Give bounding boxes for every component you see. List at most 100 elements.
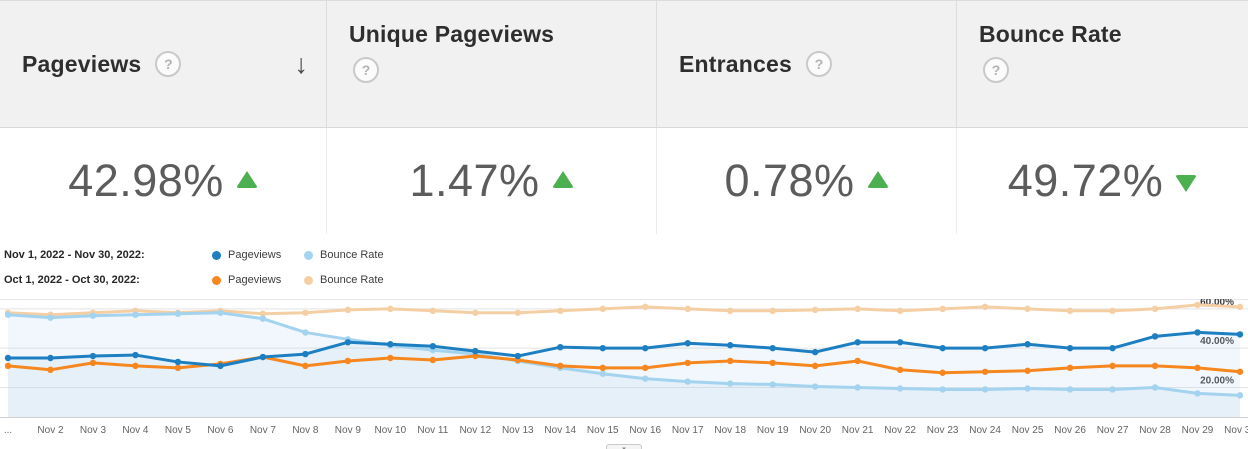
- data-point-pageviews-nov-1-2022-nov-30-2022[interactable]: [472, 347, 479, 355]
- data-point-pageviews-nov-1-2022-nov-30-2022[interactable]: [642, 344, 649, 352]
- data-point-pageviews-nov-1-2022-nov-30-2022[interactable]: [1151, 333, 1159, 340]
- data-point-pageviews-oct-1-2022-oct-30-2022[interactable]: [642, 364, 649, 372]
- data-point-pageviews-oct-1-2022-oct-30-2022[interactable]: [1066, 364, 1074, 372]
- data-point-pageviews-oct-1-2022-oct-30-2022[interactable]: [1194, 364, 1201, 372]
- data-point-pageviews-nov-1-2022-nov-30-2022[interactable]: [259, 353, 267, 361]
- data-point-pageviews-oct-1-2022-oct-30-2022[interactable]: [132, 362, 139, 370]
- data-point-bounce-rate-nov-1-2022-nov-30-2022[interactable]: [1024, 385, 1031, 392]
- data-point-bounce-rate-oct-1-2022-oct-30-2022[interactable]: [939, 305, 946, 313]
- data-point-bounce-rate-oct-1-2022-oct-30-2022[interactable]: [896, 307, 904, 314]
- data-point-pageviews-nov-1-2022-nov-30-2022[interactable]: [896, 339, 904, 346]
- data-point-pageviews-oct-1-2022-oct-30-2022[interactable]: [557, 362, 564, 370]
- data-point-pageviews-nov-1-2022-nov-30-2022[interactable]: [727, 342, 734, 349]
- data-point-pageviews-nov-1-2022-nov-30-2022[interactable]: [1024, 341, 1031, 348]
- data-point-pageviews-nov-1-2022-nov-30-2022[interactable]: [1109, 344, 1116, 352]
- data-point-bounce-rate-nov-1-2022-nov-30-2022[interactable]: [896, 385, 904, 392]
- data-point-bounce-rate-nov-1-2022-nov-30-2022[interactable]: [302, 329, 309, 336]
- data-point-pageviews-oct-1-2022-oct-30-2022[interactable]: [981, 368, 989, 375]
- data-point-pageviews-oct-1-2022-oct-30-2022[interactable]: [344, 357, 352, 365]
- data-point-pageviews-nov-1-2022-nov-30-2022[interactable]: [939, 344, 946, 352]
- data-point-bounce-rate-nov-1-2022-nov-30-2022[interactable]: [769, 381, 776, 388]
- data-point-bounce-rate-oct-1-2022-oct-30-2022[interactable]: [1066, 307, 1074, 314]
- data-point-pageviews-nov-1-2022-nov-30-2022[interactable]: [132, 351, 139, 359]
- data-point-bounce-rate-nov-1-2022-nov-30-2022[interactable]: [727, 380, 734, 387]
- data-point-pageviews-oct-1-2022-oct-30-2022[interactable]: [939, 369, 946, 376]
- data-point-bounce-rate-nov-1-2022-nov-30-2022[interactable]: [1109, 386, 1116, 393]
- series-line-bounce-rate-oct-1-2022-oct-30-2022[interactable]: [6, 303, 1242, 317]
- series-line-pageviews-nov-1-2022-nov-30-2022[interactable]: [6, 330, 1242, 368]
- data-point-bounce-rate-nov-1-2022-nov-30-2022[interactable]: [217, 309, 224, 316]
- data-point-pageviews-oct-1-2022-oct-30-2022[interactable]: [1109, 362, 1116, 370]
- data-point-pageviews-oct-1-2022-oct-30-2022[interactable]: [1024, 367, 1031, 374]
- data-point-bounce-rate-oct-1-2022-oct-30-2022[interactable]: [429, 307, 437, 314]
- data-point-pageviews-nov-1-2022-nov-30-2022[interactable]: [769, 344, 776, 352]
- data-point-bounce-rate-nov-1-2022-nov-30-2022[interactable]: [259, 315, 267, 322]
- metric-header-bounce-rate[interactable]: Bounce Rate?: [956, 1, 1248, 127]
- data-point-pageviews-oct-1-2022-oct-30-2022[interactable]: [896, 366, 904, 373]
- metric-header-unique-pageviews[interactable]: Unique Pageviews?: [326, 1, 656, 127]
- data-point-bounce-rate-nov-1-2022-nov-30-2022[interactable]: [811, 383, 819, 390]
- data-point-pageviews-nov-1-2022-nov-30-2022[interactable]: [811, 348, 819, 356]
- data-point-bounce-rate-oct-1-2022-oct-30-2022[interactable]: [344, 306, 352, 314]
- data-point-bounce-rate-oct-1-2022-oct-30-2022[interactable]: [769, 307, 776, 314]
- data-point-bounce-rate-nov-1-2022-nov-30-2022[interactable]: [1236, 392, 1244, 399]
- data-point-bounce-rate-oct-1-2022-oct-30-2022[interactable]: [981, 303, 989, 311]
- data-point-pageviews-oct-1-2022-oct-30-2022[interactable]: [599, 364, 606, 372]
- data-point-pageviews-nov-1-2022-nov-30-2022[interactable]: [1194, 329, 1201, 336]
- data-point-pageviews-nov-1-2022-nov-30-2022[interactable]: [1236, 331, 1244, 338]
- data-point-bounce-rate-oct-1-2022-oct-30-2022[interactable]: [1024, 305, 1031, 313]
- data-point-bounce-rate-oct-1-2022-oct-30-2022[interactable]: [302, 309, 309, 316]
- data-point-pageviews-nov-1-2022-nov-30-2022[interactable]: [217, 362, 224, 370]
- data-point-pageviews-oct-1-2022-oct-30-2022[interactable]: [174, 364, 182, 372]
- data-point-pageviews-nov-1-2022-nov-30-2022[interactable]: [89, 352, 97, 360]
- data-point-pageviews-nov-1-2022-nov-30-2022[interactable]: [854, 339, 861, 346]
- data-point-pageviews-nov-1-2022-nov-30-2022[interactable]: [514, 352, 521, 360]
- sort-descending-icon[interactable]: ↓: [294, 48, 309, 79]
- data-point-bounce-rate-oct-1-2022-oct-30-2022[interactable]: [1151, 305, 1159, 313]
- data-point-bounce-rate-nov-1-2022-nov-30-2022[interactable]: [854, 384, 861, 391]
- chart-collapse-handle[interactable]: ▾: [606, 444, 642, 449]
- data-point-pageviews-oct-1-2022-oct-30-2022[interactable]: [769, 359, 776, 367]
- data-point-bounce-rate-nov-1-2022-nov-30-2022[interactable]: [599, 370, 606, 377]
- data-point-bounce-rate-oct-1-2022-oct-30-2022[interactable]: [599, 305, 606, 313]
- data-point-bounce-rate-nov-1-2022-nov-30-2022[interactable]: [1194, 390, 1201, 397]
- data-point-bounce-rate-oct-1-2022-oct-30-2022[interactable]: [854, 305, 861, 313]
- data-point-pageviews-nov-1-2022-nov-30-2022[interactable]: [557, 343, 564, 351]
- data-point-bounce-rate-oct-1-2022-oct-30-2022[interactable]: [387, 305, 394, 313]
- data-point-bounce-rate-oct-1-2022-oct-30-2022[interactable]: [557, 307, 564, 314]
- data-point-bounce-rate-oct-1-2022-oct-30-2022[interactable]: [642, 303, 649, 311]
- series-line-bounce-rate-nov-1-2022-nov-30-2022[interactable]: [6, 311, 1242, 397]
- help-icon[interactable]: ?: [353, 57, 379, 83]
- data-point-bounce-rate-nov-1-2022-nov-30-2022[interactable]: [642, 375, 649, 382]
- data-point-pageviews-oct-1-2022-oct-30-2022[interactable]: [47, 366, 54, 373]
- data-point-pageviews-oct-1-2022-oct-30-2022[interactable]: [4, 362, 12, 370]
- data-point-bounce-rate-oct-1-2022-oct-30-2022[interactable]: [472, 309, 479, 316]
- data-point-bounce-rate-nov-1-2022-nov-30-2022[interactable]: [47, 314, 54, 321]
- help-icon[interactable]: ?: [806, 51, 833, 77]
- comparison-line-chart[interactable]: 20.00% 40.00% 60.00%... Nov 2 Nov 3 Nov 4 Nov …: [0, 299, 1248, 447]
- data-point-bounce-rate-oct-1-2022-oct-30-2022[interactable]: [811, 306, 819, 314]
- data-point-pageviews-nov-1-2022-nov-30-2022[interactable]: [302, 350, 309, 358]
- data-point-bounce-rate-nov-1-2022-nov-30-2022[interactable]: [89, 312, 97, 319]
- data-point-bounce-rate-oct-1-2022-oct-30-2022[interactable]: [514, 309, 521, 316]
- data-point-pageviews-nov-1-2022-nov-30-2022[interactable]: [429, 343, 437, 350]
- data-point-pageviews-nov-1-2022-nov-30-2022[interactable]: [599, 344, 606, 352]
- data-point-pageviews-nov-1-2022-nov-30-2022[interactable]: [1066, 344, 1074, 352]
- data-point-bounce-rate-nov-1-2022-nov-30-2022[interactable]: [981, 386, 989, 393]
- data-point-pageviews-oct-1-2022-oct-30-2022[interactable]: [472, 352, 479, 360]
- data-point-pageviews-oct-1-2022-oct-30-2022[interactable]: [811, 362, 819, 370]
- data-point-pageviews-oct-1-2022-oct-30-2022[interactable]: [429, 356, 437, 364]
- data-point-pageviews-nov-1-2022-nov-30-2022[interactable]: [981, 344, 989, 352]
- data-point-pageviews-oct-1-2022-oct-30-2022[interactable]: [727, 357, 734, 365]
- data-point-pageviews-oct-1-2022-oct-30-2022[interactable]: [1151, 362, 1159, 370]
- help-icon[interactable]: ?: [983, 57, 1009, 83]
- metric-header-entrances[interactable]: Entrances?: [656, 1, 956, 127]
- data-point-pageviews-oct-1-2022-oct-30-2022[interactable]: [684, 359, 691, 367]
- data-point-bounce-rate-nov-1-2022-nov-30-2022[interactable]: [1151, 384, 1159, 391]
- data-point-bounce-rate-oct-1-2022-oct-30-2022[interactable]: [1109, 307, 1116, 314]
- metric-header-pageviews[interactable]: Pageviews? ↓: [0, 1, 326, 127]
- data-point-bounce-rate-nov-1-2022-nov-30-2022[interactable]: [1066, 386, 1074, 393]
- data-point-pageviews-nov-1-2022-nov-30-2022[interactable]: [684, 340, 691, 347]
- data-point-pageviews-oct-1-2022-oct-30-2022[interactable]: [302, 362, 309, 370]
- data-point-pageviews-nov-1-2022-nov-30-2022[interactable]: [47, 354, 54, 362]
